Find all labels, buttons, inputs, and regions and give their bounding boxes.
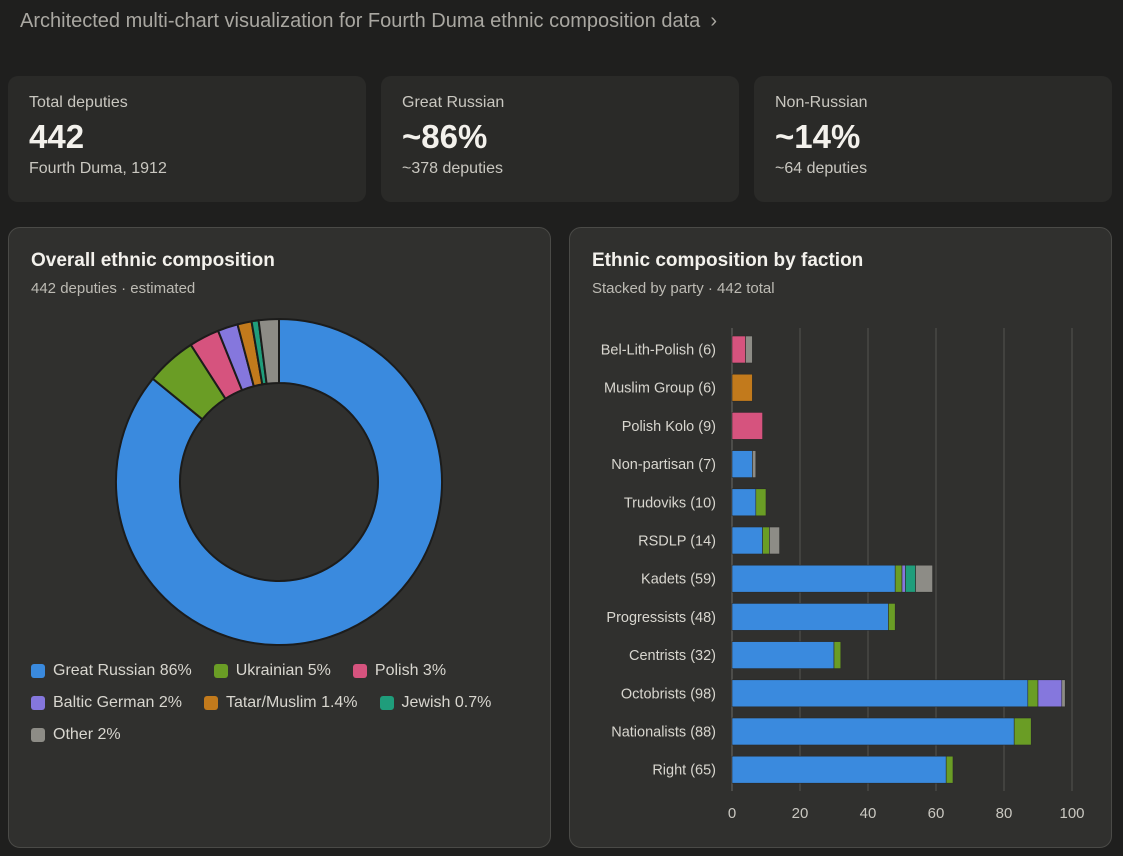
legend-swatch: [379, 696, 394, 710]
x-tick-label: 40: [860, 805, 877, 822]
bar-segment-great-russian[interactable]: [731, 450, 753, 478]
y-tick-label: Octobrists (98): [621, 686, 716, 702]
legend-swatch: [31, 696, 45, 710]
bar-segment-great-russian[interactable]: [731, 603, 889, 631]
legend-label: Jewish 0.7%: [401, 694, 492, 711]
bar-segment-great-russian[interactable]: [731, 717, 1015, 746]
x-tick-label: 20: [792, 805, 809, 822]
bar-segment-baltic-german[interactable]: [1037, 679, 1063, 708]
bar-panel: Ethnic composition by faction Stacked by…: [569, 227, 1112, 848]
legend-item[interactable]: Tatar/Muslim 1.4%: [203, 694, 358, 712]
donut-title: Overall ethnic composition: [31, 250, 275, 271]
stat-card-non-russian: Non-Russian ~14% ~64 deputies: [754, 76, 1112, 202]
y-tick-label: Polish Kolo (9): [622, 419, 716, 435]
y-tick-label: RSDLP (14): [638, 534, 716, 550]
legend-swatch: [31, 664, 45, 678]
bar-segment-jewish[interactable]: [905, 564, 916, 593]
donut-subtitle: 442 deputies · estimated: [31, 280, 196, 297]
donut-slice-great-russian[interactable]: [115, 317, 443, 646]
x-tick-label: 60: [928, 805, 945, 822]
stat-sub: ~378 deputies: [402, 160, 503, 177]
x-tick-label: 0: [728, 805, 736, 822]
stat-card-great-russian: Great Russian ~86% ~378 deputies: [381, 76, 739, 202]
y-tick-label: Non-partisan (7): [611, 457, 716, 473]
legend-label: Ukrainian 5%: [235, 662, 331, 679]
y-tick-label: Progressists (48): [606, 610, 716, 626]
bar-segment-ukrainian[interactable]: [1013, 717, 1032, 746]
stat-sub: ~64 deputies: [775, 160, 868, 177]
y-tick-label: Right (65): [652, 763, 716, 779]
bar-segment-other[interactable]: [745, 335, 753, 364]
bar-segment-ukrainian[interactable]: [1027, 679, 1039, 708]
x-tick-label: 100: [1059, 805, 1084, 822]
y-tick-label: Kadets (59): [641, 572, 716, 588]
legend-item[interactable]: Other 2%: [31, 726, 121, 744]
y-tick-label: Centrists (32): [629, 648, 716, 664]
stat-value: 442: [29, 118, 85, 155]
legend-item[interactable]: Jewish 0.7%: [379, 694, 492, 712]
legend-item[interactable]: Baltic German 2%: [31, 694, 182, 712]
bar-segment-tatar-muslim[interactable]: [731, 373, 753, 402]
legend-swatch: [352, 664, 367, 678]
chevron-right-icon: ›: [710, 10, 717, 32]
y-tick-label: Trudoviks (10): [624, 495, 716, 511]
x-tick-label: 80: [996, 805, 1013, 822]
bar-segment-polish[interactable]: [731, 412, 763, 440]
legend-label: Tatar/Muslim 1.4%: [225, 694, 358, 711]
title-text: Architected multi-chart visualization fo…: [20, 10, 701, 32]
donut-panel: Overall ethnic composition 442 deputies …: [8, 227, 551, 848]
legend-swatch: [203, 696, 218, 710]
bar-segment-other[interactable]: [915, 564, 933, 593]
bar-segment-ukrainian[interactable]: [762, 526, 770, 555]
y-tick-label: Bel-Lith-Polish (6): [601, 343, 716, 359]
bar-segment-great-russian[interactable]: [731, 641, 835, 669]
stat-value: ~14%: [775, 118, 861, 155]
donut-chart: [115, 317, 443, 646]
legend-label: Baltic German 2%: [53, 694, 182, 711]
donut-legend: Great Russian 86% Ukrainian 5% Polish 3% Ba…: [31, 662, 541, 744]
legend-swatch: [31, 728, 45, 742]
legend-item[interactable]: Ukrainian 5%: [213, 662, 331, 680]
bar-segment-ukrainian[interactable]: [894, 564, 903, 593]
donut-slice-other[interactable]: [257, 317, 280, 385]
legend-item[interactable]: Great Russian 86%: [31, 662, 192, 680]
bar-segment-great-russian[interactable]: [731, 755, 947, 784]
legend-label: Other 2%: [53, 726, 121, 743]
bar-segment-ukrainian[interactable]: [888, 603, 896, 631]
bar-segment-great-russian[interactable]: [731, 679, 1029, 708]
bar-segment-other[interactable]: [769, 526, 780, 555]
legend-label: Polish 3%: [374, 662, 447, 679]
bar-subtitle: Stacked by party · 442 total: [592, 280, 775, 297]
legend-swatch: [213, 664, 228, 678]
bar-segment-great-russian[interactable]: [731, 526, 763, 555]
stat-value: ~86%: [402, 118, 488, 155]
bar-segment-ukrainian[interactable]: [833, 641, 842, 669]
bar-chart: 0 20 40 60 80 100 Bel-Lith-Polish (6) Muslim Gr…: [601, 328, 1085, 822]
bar-segment-baltic-german[interactable]: [901, 564, 906, 593]
bar-segment-great-russian[interactable]: [731, 488, 757, 517]
bar-segment-other[interactable]: [1061, 679, 1066, 708]
bar-segment-great-russian[interactable]: [731, 564, 896, 593]
y-tick-label: Nationalists (88): [611, 725, 716, 741]
stat-label: Great Russian: [402, 94, 505, 111]
stat-sub: Fourth Duma, 1912: [29, 160, 167, 177]
legend-item[interactable]: Polish 3%: [352, 662, 447, 680]
bar-segment-ukrainian[interactable]: [945, 755, 954, 784]
bar-segment-ukrainian[interactable]: [755, 488, 767, 517]
page-title[interactable]: Architected multi-chart visualization fo…: [20, 10, 717, 33]
stat-label: Total deputies: [29, 94, 128, 111]
y-tick-label: Muslim Group (6): [604, 381, 716, 397]
stat-label: Non-Russian: [775, 94, 868, 111]
stat-card-total: Total deputies 442 Fourth Duma, 1912: [8, 76, 366, 202]
bar-segment-polish[interactable]: [731, 335, 746, 364]
bar-segment-other[interactable]: [752, 450, 757, 478]
bar-title: Ethnic composition by faction: [592, 250, 864, 271]
legend-label: Great Russian 86%: [53, 662, 192, 679]
